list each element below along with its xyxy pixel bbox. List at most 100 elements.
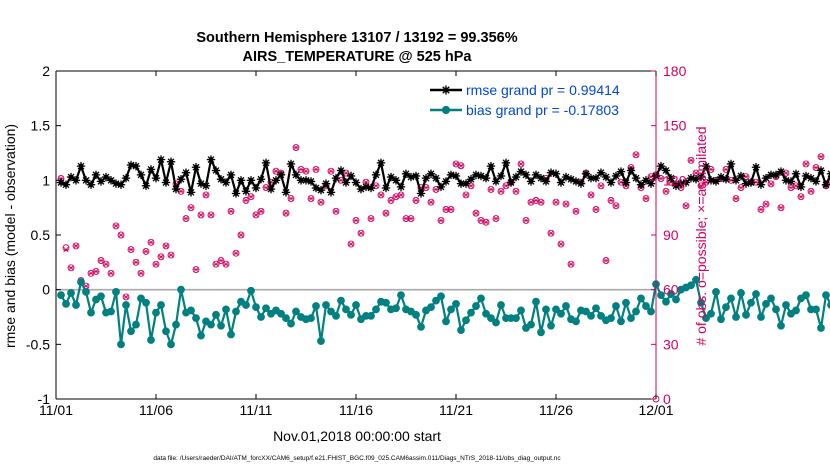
obs-possible-point [127,246,135,254]
bias-point [277,309,285,318]
obs-assimilated-point [253,212,259,218]
rmse-point [331,173,341,183]
obs-assimilated-point [683,203,689,209]
rmse-point-core [293,172,299,178]
obs-assimilated-point [478,217,484,224]
rmse-point [741,179,751,188]
obs-assimilated-point [343,170,349,176]
obs-assimilated-point [303,168,309,174]
obs-possible-point [237,231,245,239]
rmse-point [171,184,181,194]
obs-possible-point [437,216,445,224]
obs-assimilated-point [768,181,774,187]
obs-possible-point [767,180,775,188]
rmse-point [456,179,466,188]
obs-possible-point [202,191,210,199]
bias-point [247,286,255,295]
bias-point [132,320,140,329]
rmse-point [771,170,781,180]
rmse-point [511,172,521,182]
rmse-point [106,176,116,185]
obs-possible-point [72,242,80,250]
obs-possible-point [572,207,580,215]
obs-count-layer [57,144,830,403]
rmse-point [156,155,166,164]
bias-point [517,306,525,315]
rmse-point [491,177,501,186]
obs-possible-point [327,167,335,175]
bias-point [367,312,375,320]
rmse-point-core [103,174,109,180]
obs-assimilated-point [283,210,289,216]
obs-assimilated-point [398,192,404,198]
obs-possible-point [207,211,215,219]
rmse-point [631,173,641,183]
obs-assimilated-point [243,197,249,204]
obs-assimilated-point [588,192,594,198]
bias-point [77,278,85,286]
rmse-point [701,161,711,171]
rmse-point [676,179,686,188]
rmse-point [336,166,346,175]
rmse-point-core [453,173,459,179]
bias-point [292,307,300,316]
rmse-point-core [773,172,779,178]
obs-assimilated-point [168,252,174,258]
rmse-point [271,176,281,185]
legend-rmse-label: rmse grand pr = 0.99414 [466,82,620,98]
x-tick-label: 11/26 [539,402,573,418]
rmse-point-core [228,172,234,178]
rmse-point [66,172,76,182]
obs-possible-point [62,244,70,252]
obs-possible-point [147,238,155,246]
bias-point [687,281,695,290]
obs-assimilated-point [73,243,79,249]
obs-possible-point [102,260,110,268]
obs-assimilated-stroke [828,182,830,185]
rmse-point-core [233,191,239,196]
bias-point [327,307,335,316]
obs-assimilated-point [708,166,714,173]
bias-point [747,298,755,307]
bias-point [127,327,135,336]
bias-point [492,318,500,327]
obs-assimilated-point [743,174,749,180]
bias-point [467,308,475,317]
bias-point [177,285,185,294]
rmse-point [151,173,161,183]
bias-point [87,308,95,317]
rmse-point-core [108,178,114,183]
bias-point [112,287,120,296]
bias-point [642,302,650,310]
obs-assimilated-point [333,208,339,214]
obs-possible-point [162,242,170,250]
rmse-point [221,178,231,187]
rmse-point-core [498,173,504,179]
rmse-point-core [508,180,514,185]
bias-point [147,336,155,344]
bias-point [477,294,485,303]
rmse-point-core [158,157,164,162]
y-right-tick-label: 120 [663,172,687,188]
bias-point [447,305,455,314]
obs-possible-point [472,209,480,217]
rmse-point-core [563,174,569,180]
bias-point [597,312,605,320]
rmse-point-core [338,168,344,173]
obs-assimilated-point [813,164,819,171]
obs-possible-point [602,257,610,264]
rmse-point [641,176,651,185]
obs-assimilated-point [658,175,664,182]
obs-assimilated-point [643,195,649,202]
rmse-point-core [378,160,384,166]
rmse-point [246,176,256,185]
y-left-tick-label: 0 [42,282,50,298]
rmse-point [591,173,601,183]
rmse-point [806,173,816,183]
bias-point [782,301,790,309]
bias-point [562,302,570,310]
bias-point [322,301,330,309]
rmse-point [231,189,241,198]
rmse-point [406,172,416,182]
legend-box [417,76,648,121]
